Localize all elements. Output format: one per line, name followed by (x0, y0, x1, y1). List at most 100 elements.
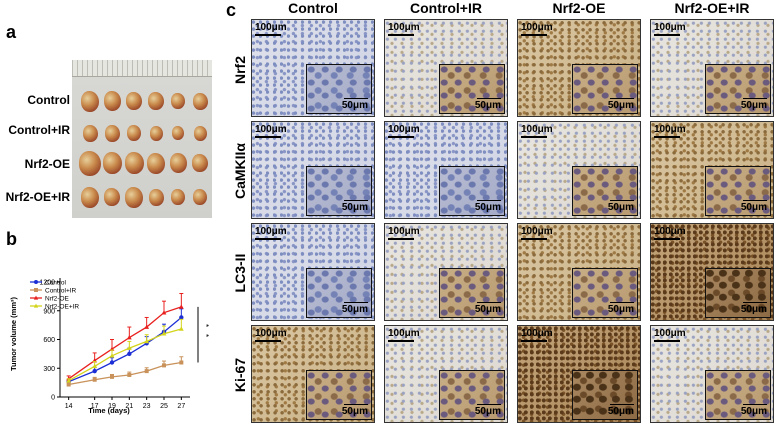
legend-label: Nrf2-OE+IR (45, 303, 79, 310)
tumor-specimen (147, 152, 165, 174)
tumor-specimen (104, 188, 120, 206)
ihc-image-cell: 100μm 50μm (384, 121, 508, 219)
magnified-inset: 50μm (572, 268, 638, 318)
row-title-nrf2: Nrf2 (232, 56, 248, 85)
data-point (66, 382, 71, 387)
legend-marker (33, 303, 39, 308)
legend-label: Control (45, 279, 67, 286)
tumor-specimen (192, 92, 208, 110)
tumor-specimen (81, 90, 99, 112)
scale-bar-50um: 50μm (608, 404, 634, 417)
scale-bar-100um: 100μm (388, 124, 420, 138)
legend-label: Nrf2-OE (45, 295, 70, 302)
data-point (178, 304, 184, 309)
magnified-inset: 50μm (306, 166, 372, 216)
ihc-image-cell: 100μm 50μm (517, 19, 641, 117)
scale-bar-100um: 100μm (521, 22, 553, 36)
x-axis-title: Time (days) (88, 406, 130, 415)
magnified-inset: 50μm (705, 166, 771, 216)
series-3 (66, 318, 184, 383)
scale-bar-100um: 100μm (255, 226, 287, 240)
legend-label: Control+IR (45, 287, 77, 294)
magnified-inset: 50μm (572, 64, 638, 114)
ihc-image-cell: 100μm 50μm (650, 223, 774, 321)
magnified-inset: 50μm (572, 370, 638, 420)
scale-bar-50um: 50μm (741, 404, 767, 417)
data-point (66, 378, 72, 383)
data-point (162, 363, 166, 368)
row-title-lc3-ii: LC3-II (232, 253, 248, 293)
scale-bar-50um: 50μm (741, 200, 767, 213)
ihc-image-cell: 100μm 50μm (384, 19, 508, 117)
y-tick-label: 300 (43, 366, 55, 373)
scale-bar-100um: 100μm (255, 328, 287, 342)
column-title-nrf2-oe-ir: Nrf2-OE+IR (674, 0, 750, 16)
tumor-specimen (149, 125, 163, 141)
data-point (144, 369, 149, 374)
ihc-image-cell: 100μm 50μm (251, 19, 375, 117)
data-point (109, 360, 115, 365)
y-tick-label: 0 (51, 395, 55, 402)
scale-bar-100um: 100μm (388, 328, 420, 342)
tumor-specimen (171, 189, 185, 205)
tumor-specimen (81, 186, 99, 208)
data-point (144, 338, 150, 344)
scale-bar-50um: 50μm (608, 200, 634, 213)
significance-marker-2: * (201, 334, 210, 337)
data-point (110, 374, 114, 379)
scale-bar-100um: 100μm (521, 226, 553, 240)
data-point (127, 351, 132, 357)
scale-bar-100um: 100μm (654, 328, 686, 342)
tumor-specimen (192, 154, 208, 172)
magnified-inset: 50μm (306, 268, 372, 318)
x-tick-label: 23 (143, 403, 151, 410)
tumor-specimen (124, 152, 144, 174)
scale-bar-50um: 50μm (608, 302, 634, 315)
magnified-inset: 50μm (705, 268, 771, 318)
data-point (92, 368, 97, 374)
y-tick-label: 900 (43, 308, 55, 315)
tumor-row-label-control: Control (27, 93, 70, 107)
ihc-image-cell: 100μm 50μm (251, 223, 375, 321)
scale-bar-50um: 50μm (342, 404, 368, 417)
scale-bar-50um: 50μm (475, 200, 501, 213)
tumor-specimen (125, 186, 143, 208)
data-point (92, 377, 97, 382)
series-line (68, 328, 182, 382)
ruler (72, 60, 212, 77)
x-tick-label: 25 (160, 403, 168, 410)
tumor-photograph (72, 60, 212, 218)
data-point (126, 334, 132, 340)
column-title-control: Control (288, 0, 338, 16)
y-tick-label: 600 (43, 337, 55, 344)
scale-bar-100um: 100μm (255, 22, 287, 36)
ihc-image-cell: 100μm 50μm (251, 121, 375, 219)
scale-bar-100um: 100μm (654, 22, 686, 36)
tumor-specimen (102, 152, 122, 174)
ihc-image-cell: 100μm 50μm (384, 325, 508, 423)
ihc-image-cell: 100μm 50μm (650, 19, 774, 117)
scale-bar-100um: 100μm (521, 328, 553, 342)
data-point (144, 324, 150, 329)
tumor-specimen (79, 150, 101, 176)
series-1 (66, 356, 184, 387)
y-axis-title: Tumor volume (mm³) (9, 296, 18, 371)
data-point (92, 363, 98, 369)
data-point (179, 360, 184, 365)
tumor-specimen (193, 125, 207, 141)
x-tick-label: 19 (108, 403, 116, 410)
tumor-specimen (82, 124, 98, 142)
tumor-specimen (169, 153, 187, 173)
data-point (178, 326, 184, 331)
ihc-image-cell: 100μm 50μm (384, 223, 508, 321)
legend-marker (33, 295, 39, 300)
magnified-inset: 50μm (306, 64, 372, 114)
tumor-row-label-nrf2-oe: Nrf2-OE (24, 157, 70, 171)
column-title-nrf2-oe: Nrf2-OE (552, 0, 606, 16)
data-point (179, 315, 184, 320)
tumor-specimen (103, 91, 121, 111)
scale-bar-50um: 50μm (608, 98, 634, 111)
tumor-specimen (148, 188, 164, 206)
tumor-specimen (104, 124, 120, 142)
tumor-specimen (127, 125, 141, 141)
